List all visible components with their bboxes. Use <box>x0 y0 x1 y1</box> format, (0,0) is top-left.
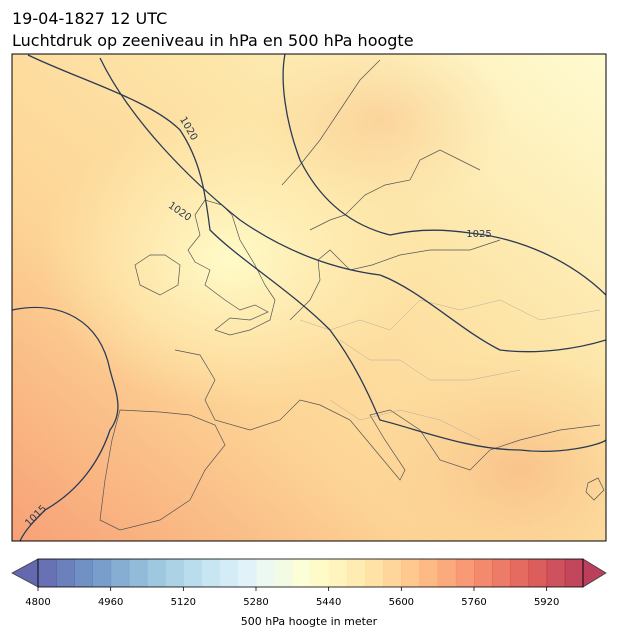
colorbar-segment <box>219 559 239 587</box>
title: 19-04-1827 12 UTC <box>12 9 167 28</box>
coastline <box>99 409 226 531</box>
colorbar-segment <box>383 559 402 587</box>
isobar <box>99 57 606 353</box>
map <box>12 54 606 541</box>
colorbar-segment <box>110 559 130 587</box>
colorbar-segment <box>92 559 112 587</box>
colorbar-tick-label: 5280 <box>243 597 268 608</box>
height-field <box>250 54 510 210</box>
colorbar-extend <box>11 558 39 588</box>
colorbar-tick-label: 5440 <box>316 597 341 608</box>
colorbar-segment <box>474 559 493 587</box>
colorbar-segment <box>510 559 529 587</box>
colorbar-segment <box>38 559 57 587</box>
isobar <box>282 54 606 296</box>
height-field <box>360 350 606 541</box>
colorbar-segment <box>256 559 275 587</box>
colorbar-segment <box>237 559 257 587</box>
colorbar-tick-label: 5120 <box>171 597 196 608</box>
colorbar-tick-label: 4800 <box>25 597 50 608</box>
coastline <box>281 59 481 231</box>
colorbar-segment <box>346 559 366 587</box>
colorbar-tick-label: 5600 <box>389 597 414 608</box>
colorbar-segment <box>492 559 511 587</box>
colorbar-segment <box>274 559 293 587</box>
colorbar-segment <box>455 559 475 587</box>
colorbar-segment <box>183 559 202 587</box>
coastline <box>134 254 181 296</box>
colorbar-segment <box>201 559 221 587</box>
colorbar-label: 500 hPa hoogte in meter <box>241 615 378 628</box>
colorbar-segment <box>365 559 384 587</box>
colorbar-tick-label: 5760 <box>461 597 486 608</box>
colorbar-segment <box>147 559 166 587</box>
colorbar-extend <box>582 558 607 588</box>
colorbar-segment <box>128 559 148 587</box>
colorbar-segment <box>437 559 457 587</box>
colorbar-frame <box>37 558 584 588</box>
colorbar-segment <box>528 559 548 587</box>
colorbar-segment <box>310 559 330 587</box>
contour-label: 1025 <box>466 229 491 240</box>
colorbar-segment <box>546 559 566 587</box>
isobar <box>27 54 606 453</box>
colorbar-segment <box>564 559 584 587</box>
coastline <box>187 199 276 336</box>
colorbar-segment <box>419 559 439 587</box>
map-frame <box>11 53 607 542</box>
colorbar-segment <box>292 559 311 587</box>
colorbar-segment <box>56 559 75 587</box>
colorbar-tick-label: 4960 <box>98 597 123 608</box>
colorbar: 4800 4960 5120 5280 5440 5600 5760 5920 <box>11 558 607 608</box>
subtitle: Luchtdruk op zeeniveau in hPa en 500 hPa… <box>12 31 414 50</box>
colorbar-segment <box>401 559 420 587</box>
colorbar-tick-label: 5920 <box>534 597 559 608</box>
isobar <box>12 306 119 541</box>
coastline <box>174 349 601 481</box>
colorbar-segment <box>328 559 348 587</box>
border <box>299 299 601 441</box>
colorbar-segment <box>165 559 184 587</box>
coastline <box>585 477 605 501</box>
colorbar-segment <box>74 559 93 587</box>
